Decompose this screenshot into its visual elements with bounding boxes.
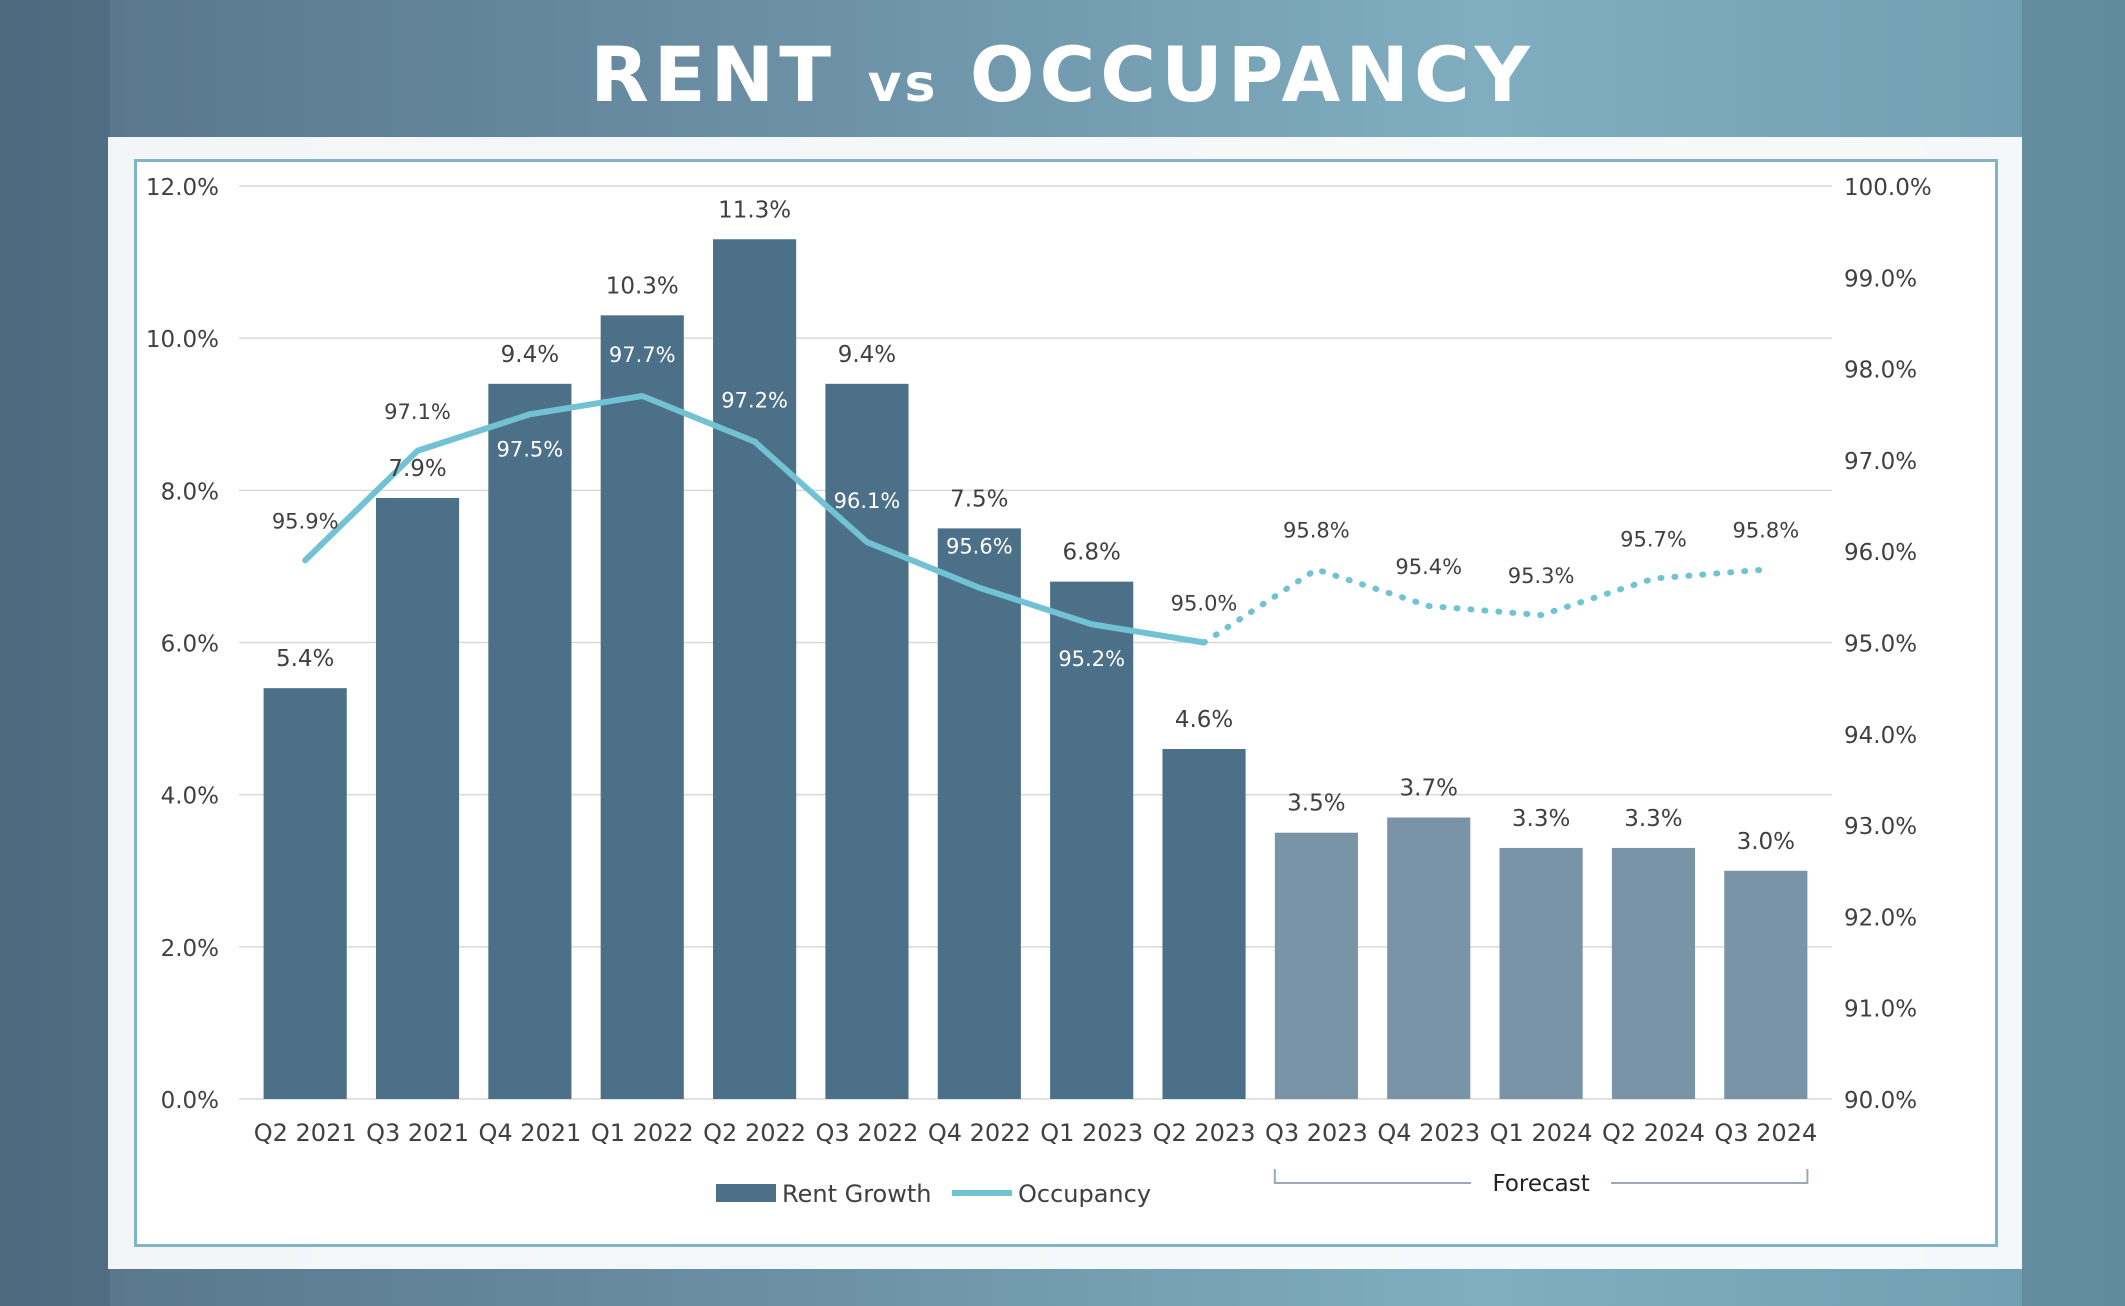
axis-layer: 0.0% 2.0% 4.0% 6.0% 8.0% 10.0% 12.0% 90.0% 91.0%… (146, 175, 1932, 1197)
rent-growth-label: 7.9% (388, 456, 446, 482)
rent-growth-bar (263, 688, 347, 1099)
occupancy-label: 95.4% (1395, 555, 1462, 579)
chart-panel: 5.4% 7.9% 9.4% 10.3% 11.3% 9.4% 7.5% 6.8% 4.6% 3.… (108, 137, 2022, 1269)
y-right-tick-label: 97.0% (1844, 449, 1917, 475)
y-right-tick-label: 100.0% (1844, 175, 1932, 201)
occupancy-label: 97.1% (384, 400, 451, 424)
rent-growth-label: 5.4% (276, 646, 334, 672)
y-left-tick-label: 8.0% (161, 479, 219, 505)
rent-growth-bar (1274, 832, 1358, 1099)
forecast-label: Forecast (1492, 1171, 1589, 1197)
forecast-bracket (1273, 1169, 1809, 1184)
rent-growth-bar (1387, 817, 1471, 1099)
x-tick-label: Q4 2023 (1377, 1119, 1480, 1147)
legend-marker-bar (716, 1184, 776, 1202)
occupancy-label: 95.8% (1732, 518, 1799, 542)
y-right-tick-label: 93.0% (1844, 814, 1917, 840)
y-right-tick-label: 91.0% (1844, 997, 1917, 1023)
x-tick-label: Q2 2023 (1153, 1119, 1256, 1147)
y-left-tick-label: 12.0% (146, 175, 219, 201)
occupancy-label: 97.2% (721, 389, 788, 413)
y-right-tick-label: 95.0% (1844, 632, 1917, 658)
rent-growth-bar (825, 383, 909, 1099)
rent-growth-label: 3.3% (1624, 806, 1682, 832)
x-tick-label: Q2 2021 (254, 1119, 357, 1147)
y-left-tick-label: 4.0% (161, 784, 219, 810)
occupancy-label: 95.0% (1171, 592, 1238, 616)
rent-growth-label: 11.3% (718, 197, 791, 223)
y-left-tick-label: 10.0% (146, 327, 219, 353)
chart-frame: 5.4% 7.9% 9.4% 10.3% 11.3% 9.4% 7.5% 6.8% 4.6% 3.… (134, 159, 1998, 1247)
occupancy-line-forecast (1201, 566, 1769, 646)
occupancy-label: 95.9% (272, 509, 339, 533)
x-tick-label: Q3 2021 (366, 1119, 469, 1147)
rent-occupancy-chart: 5.4% 7.9% 9.4% 10.3% 11.3% 9.4% 7.5% 6.8% 4.6% 3.… (146, 175, 1932, 1208)
occupancy-label: 95.6% (946, 535, 1013, 559)
bar-layer (263, 239, 1808, 1100)
rent-growth-label: 3.0% (1737, 829, 1795, 855)
x-tick-label: Q1 2022 (591, 1119, 694, 1147)
background-building-right (2022, 0, 2125, 1306)
x-tick-label: Q3 2023 (1265, 1119, 1368, 1147)
title-second: OCCUPANCY (969, 30, 1535, 119)
rent-growth-label: 6.8% (1062, 540, 1120, 566)
rent-growth-bar (1050, 581, 1134, 1099)
rent-growth-bar (1724, 870, 1808, 1099)
y-right-tick-label: 98.0% (1844, 358, 1917, 384)
rent-growth-bar (375, 497, 460, 1100)
y-right-tick-label: 96.0% (1844, 540, 1917, 566)
y-right-tick-label: 92.0% (1844, 905, 1917, 931)
rent-growth-label: 3.3% (1512, 806, 1570, 832)
legend-label: Occupancy (1018, 1180, 1151, 1208)
x-tick-label: Q2 2022 (703, 1119, 806, 1147)
rent-growth-bar (600, 315, 684, 1099)
occupancy-label: 97.5% (497, 437, 564, 461)
y-right-tick-label: 90.0% (1844, 1088, 1917, 1114)
y-right-tick-label: 99.0% (1844, 266, 1917, 292)
rent-growth-bar (1162, 749, 1246, 1099)
rent-growth-bar (488, 383, 572, 1099)
rent-growth-label: 9.4% (838, 342, 896, 368)
rent-growth-label: 3.5% (1287, 791, 1345, 817)
rent-growth-bar (937, 528, 1021, 1099)
rent-growth-label: 7.5% (950, 486, 1008, 512)
legend-label: Rent Growth (782, 1180, 931, 1208)
occupancy-label: 95.3% (1508, 564, 1575, 588)
rent-growth-bar (1611, 847, 1696, 1099)
occupancy-line-actual (302, 392, 1208, 646)
x-tick-label: Q1 2023 (1040, 1119, 1143, 1147)
label-layer: 5.4% 7.9% 9.4% 10.3% 11.3% 9.4% 7.5% 6.8% 4.6% 3.… (272, 197, 1799, 854)
y-right-tick-label: 94.0% (1844, 723, 1917, 749)
rent-growth-label: 10.3% (606, 273, 679, 299)
x-tick-label: Q3 2022 (816, 1119, 919, 1147)
occupancy-label: 97.7% (609, 343, 676, 367)
background-building-left (0, 0, 110, 1306)
line-layer (302, 392, 1769, 646)
rent-growth-label: 4.6% (1175, 707, 1233, 733)
occupancy-label: 96.1% (834, 489, 901, 513)
rent-growth-bar (1499, 847, 1583, 1099)
y-left-tick-label: 2.0% (161, 936, 219, 962)
y-left-tick-label: 6.0% (161, 632, 219, 658)
rent-growth-bar (713, 239, 797, 1100)
occupancy-label: 95.8% (1283, 518, 1350, 542)
title-main: RENT (590, 30, 837, 119)
x-tick-label: Q4 2021 (478, 1119, 581, 1147)
y-left-tick-label: 0.0% (161, 1088, 219, 1114)
x-tick-label: Q3 2024 (1714, 1119, 1817, 1147)
x-tick-label: Q1 2024 (1490, 1119, 1593, 1147)
page-title: RENT vs OCCUPANCY (0, 30, 2125, 119)
rent-growth-label: 3.7% (1400, 775, 1458, 801)
occupancy-label: 95.2% (1058, 647, 1125, 671)
legend-layer: Rent Growth Occupancy (716, 1180, 1151, 1208)
title-vs: vs (867, 54, 939, 114)
grid-layer (239, 185, 1832, 1100)
occupancy-label: 95.7% (1620, 528, 1687, 552)
rent-growth-label: 9.4% (501, 342, 559, 368)
x-tick-label: Q2 2024 (1602, 1119, 1705, 1147)
x-tick-label: Q4 2022 (928, 1119, 1031, 1147)
